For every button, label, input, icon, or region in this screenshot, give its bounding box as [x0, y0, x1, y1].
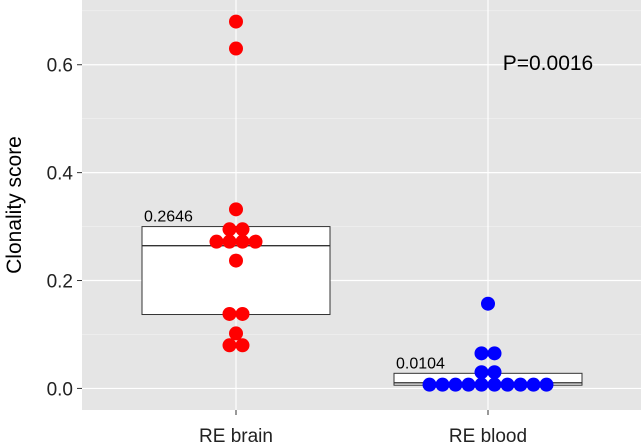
data-point: [229, 202, 243, 217]
data-point: [248, 234, 263, 249]
data-point: [235, 222, 250, 237]
data-point: [474, 365, 489, 380]
data-point: [229, 14, 243, 29]
data-point: [235, 306, 250, 321]
y-tick-label: 0.4: [47, 164, 74, 185]
data-point: [474, 346, 489, 361]
data-point: [235, 234, 250, 249]
y-tick-label: 0.2: [47, 272, 73, 293]
data-point: [229, 326, 243, 341]
y-axis-title: Clonality score: [3, 136, 26, 274]
data-point: [235, 338, 250, 353]
median-label: 0.0104: [396, 355, 445, 372]
data-point: [513, 377, 528, 392]
data-point: [500, 377, 515, 392]
data-point: [222, 234, 237, 249]
data-point: [481, 296, 495, 311]
data-point: [487, 377, 502, 392]
data-point: [487, 346, 502, 361]
data-point: [222, 306, 237, 321]
data-point: [229, 41, 243, 56]
data-point: [222, 338, 237, 353]
data-point: [222, 222, 237, 237]
y-tick-label: 0.0: [47, 379, 73, 400]
x-tick-label: RE brain: [199, 426, 273, 447]
median-label: 0.2646: [144, 209, 193, 226]
p-value-annotation: P=0.0016: [503, 52, 594, 75]
data-point: [474, 377, 489, 392]
data-point: [209, 234, 224, 249]
data-point: [487, 365, 502, 380]
y-tick-label: 0.6: [47, 56, 73, 77]
data-point: [461, 377, 476, 392]
data-point: [526, 377, 541, 392]
data-point: [435, 377, 450, 392]
data-point: [229, 253, 243, 268]
data-point: [539, 377, 554, 392]
data-point: [422, 377, 437, 392]
x-tick-label: RE blood: [449, 426, 527, 447]
plot-panel: [82, 0, 641, 410]
data-point: [448, 377, 463, 392]
